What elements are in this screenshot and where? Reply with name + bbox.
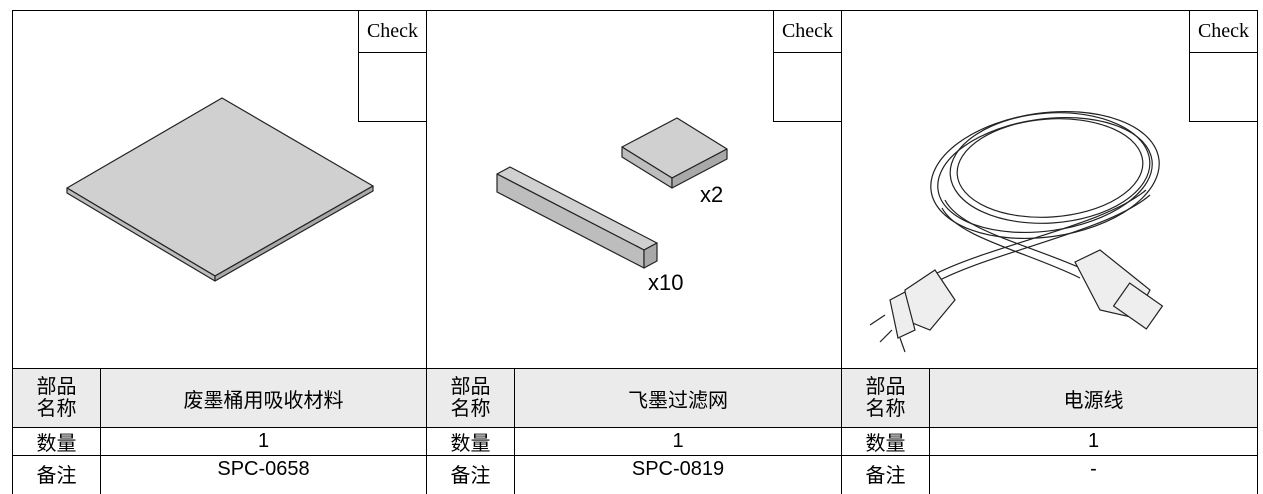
check-label: Check	[1189, 10, 1258, 53]
qty-label-text: 数量	[36, 433, 77, 455]
quantity-annotation: x2	[700, 182, 724, 207]
note-value-text: SPC-0658	[217, 458, 310, 480]
name-label: 部品名称	[426, 368, 515, 428]
qty-label: 数量	[841, 427, 930, 456]
note-label: 备注	[12, 455, 101, 494]
note-value-text: -	[1090, 458, 1097, 480]
check-label: Check	[773, 10, 842, 53]
note-label-text: 备注	[450, 465, 491, 487]
check-label-text: Check	[1197, 20, 1250, 42]
name-value: 飞墨过滤网	[514, 368, 842, 428]
name-value-text: 电源线	[1063, 389, 1124, 412]
check-box	[1189, 52, 1258, 122]
qty-value: 1	[514, 427, 842, 456]
note-label-text: 备注	[36, 465, 77, 487]
name-label: 部品名称	[12, 368, 101, 428]
qty-label: 数量	[426, 427, 515, 456]
note-label-text: 备注	[865, 465, 906, 487]
note-value: SPC-0658	[100, 455, 427, 494]
name-label: 部品名称	[841, 368, 930, 428]
name-value: 电源线	[929, 368, 1258, 428]
note-value-text: SPC-0819	[631, 458, 725, 480]
qty-value-text: 1	[672, 430, 684, 452]
name-value-text: 废墨桶用吸收材料	[183, 389, 344, 412]
check-label-text: Check	[366, 20, 419, 42]
qty-value-text: 1	[1087, 430, 1100, 452]
note-value: -	[929, 455, 1258, 494]
note-label: 备注	[426, 455, 515, 494]
check-box	[773, 52, 842, 122]
qty-label-text: 数量	[450, 433, 491, 455]
note-value: SPC-0819	[514, 455, 842, 494]
qty-value-text: 1	[257, 430, 270, 452]
name-label-text: 部品名称	[450, 376, 491, 420]
name-label-text: 部品名称	[865, 376, 906, 420]
qty-label: 数量	[12, 427, 101, 456]
check-box	[358, 52, 427, 122]
qty-label-text: 数量	[865, 433, 906, 455]
check-label-text: Check	[781, 20, 834, 42]
qty-value: 1	[929, 427, 1258, 456]
name-label-text: 部品名称	[36, 376, 77, 420]
quantity-annotation: x10	[648, 270, 684, 295]
name-value-text: 飞墨过滤网	[628, 389, 728, 412]
name-value: 废墨桶用吸收材料	[100, 368, 427, 428]
note-label: 备注	[841, 455, 930, 494]
check-label: Check	[358, 10, 427, 53]
qty-value: 1	[100, 427, 427, 456]
